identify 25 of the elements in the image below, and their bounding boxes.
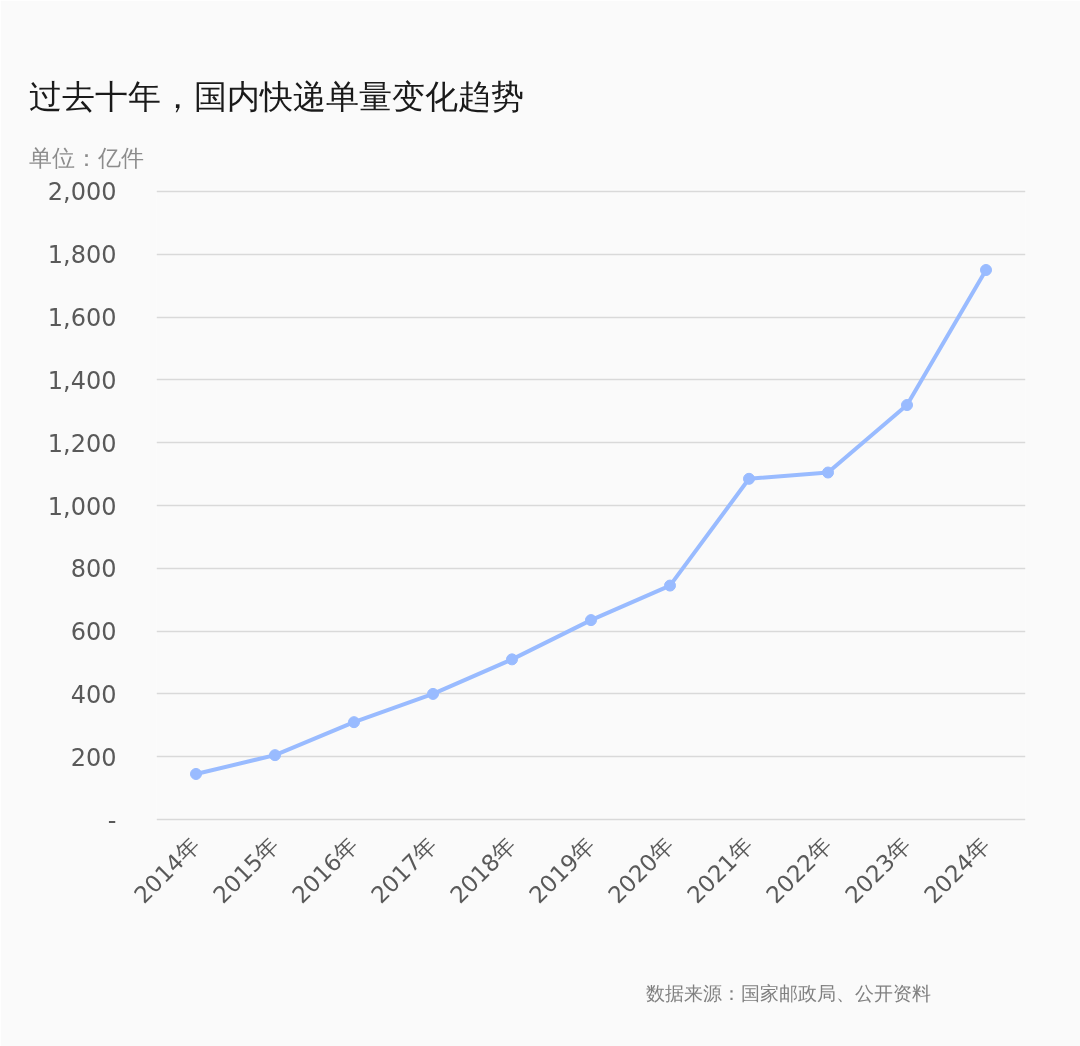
point xyxy=(348,716,360,729)
y-tick-label: 600 xyxy=(70,618,117,647)
y-axis-title: 单位：亿件 xyxy=(28,144,144,171)
y-tick-label: 400 xyxy=(70,680,117,709)
point xyxy=(901,399,913,412)
point xyxy=(585,614,597,627)
point xyxy=(427,687,439,700)
point xyxy=(664,579,676,592)
point xyxy=(269,749,281,762)
point xyxy=(822,466,834,479)
point xyxy=(506,653,518,666)
y-tick-label: 1,600 xyxy=(47,304,117,333)
point xyxy=(980,264,992,276)
y-tick-label: - xyxy=(107,806,117,835)
y-tick-label: 200 xyxy=(70,743,117,772)
chart-title: 过去十年，国内快递单量变化趋势 xyxy=(28,76,524,116)
y-tick-label: 2,000 xyxy=(47,178,117,207)
y-tick-label: 1,200 xyxy=(47,429,117,458)
y-tick-label: 1,000 xyxy=(47,492,117,521)
y-tick-label: 800 xyxy=(70,555,117,584)
point xyxy=(190,767,202,780)
y-tick-label: 1,400 xyxy=(47,366,117,395)
point xyxy=(743,472,755,485)
y-tick-label: 1,800 xyxy=(47,241,117,270)
source-note: 数据来源：国家邮政局、公开资料 xyxy=(645,981,931,1004)
